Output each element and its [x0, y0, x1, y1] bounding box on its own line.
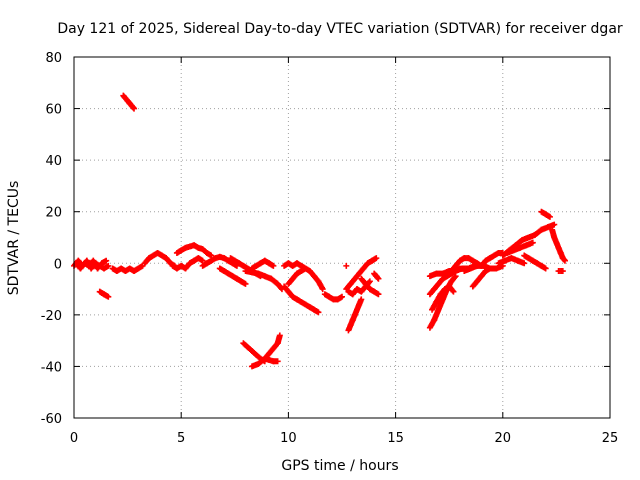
series-high-arc [120, 92, 138, 112]
series-rise-13h-a [345, 296, 365, 334]
series-rise-19h [478, 249, 506, 269]
data-point [542, 265, 549, 272]
data-point [358, 296, 365, 303]
series-fall-14h [358, 275, 382, 298]
data-point [366, 278, 373, 285]
series-band-early-b [73, 257, 110, 272]
data-point [319, 286, 326, 293]
series-short-22h [538, 208, 553, 220]
data-point [559, 268, 566, 275]
data-point [452, 273, 459, 280]
series-rise-20-22h [499, 221, 558, 259]
series-fall-22-23h [549, 226, 568, 264]
data-point [105, 293, 112, 300]
x-tick-label: 10 [280, 431, 297, 446]
data-point [208, 252, 215, 259]
data-point [343, 262, 350, 269]
data-points [71, 92, 568, 370]
grid-lines [74, 57, 610, 418]
series-fall-19h [469, 265, 493, 290]
data-point [486, 265, 493, 272]
data-point [131, 105, 138, 112]
data-point [450, 288, 457, 295]
series-rise-8h [248, 257, 277, 272]
y-tick-label: 40 [45, 154, 62, 169]
data-point [242, 280, 249, 287]
data-point [103, 257, 110, 264]
y-tick-label: -60 [41, 412, 62, 427]
series-band-8h [242, 268, 285, 293]
series-low-arc-early [96, 288, 112, 300]
series-band-11h [321, 291, 345, 303]
y-axis-label: SDTVAR / TECUs [6, 181, 22, 296]
chart-title: Day 121 of 2025, Sidereal Day-to-day VTE… [57, 21, 623, 37]
x-tick-label: 5 [177, 431, 185, 446]
data-point [276, 332, 283, 339]
y-tick-label: 80 [45, 51, 62, 66]
data-point [551, 221, 558, 228]
series-v-bottom [261, 355, 281, 365]
series-mark-22-7 [555, 268, 566, 275]
data-point [270, 262, 277, 269]
data-point [561, 257, 568, 264]
data-point [521, 260, 528, 267]
x-tick-label: 0 [70, 431, 78, 446]
data-point [451, 274, 458, 281]
data-point [315, 309, 322, 316]
series-rise-17h-a [426, 273, 459, 331]
series-mark-12-7 [343, 262, 350, 269]
data-point [105, 262, 112, 269]
series-rise-5h [173, 242, 215, 259]
axis-ticks: 0 5 10 15 20 25 -60 -40 -20 0 20 40 60 80 [41, 51, 619, 446]
series-rise-17h-c [429, 283, 457, 313]
series-short-14h [371, 270, 382, 282]
x-tick-label: 25 [602, 431, 619, 446]
x-tick-label: 20 [495, 431, 512, 446]
y-tick-label: -20 [41, 309, 62, 324]
series-fall-7h [216, 265, 249, 287]
y-tick-label: 0 [54, 257, 62, 272]
data-point [339, 293, 345, 300]
data-point [529, 239, 536, 246]
series-rise-20-21h [504, 239, 536, 256]
series-fall-10h [281, 283, 322, 316]
series-fall-21-22h [521, 252, 549, 272]
data-point [375, 275, 382, 282]
y-tick-label: 20 [45, 206, 62, 221]
data-point [199, 257, 206, 264]
data-point [274, 358, 281, 365]
series-rise-10h [285, 265, 326, 293]
data-point [449, 287, 456, 294]
series-v-right [248, 332, 283, 370]
series-band-4h [169, 255, 206, 272]
series-band-early-c [109, 262, 146, 275]
data-point [375, 291, 382, 298]
y-tick-label: -40 [41, 360, 62, 375]
x-axis-label: GPS time / hours [281, 458, 398, 474]
plot-frame [73, 56, 611, 419]
x-tick-label: 15 [387, 431, 404, 446]
data-point [546, 213, 553, 220]
data-point [373, 255, 380, 262]
y-tick-label: 60 [45, 103, 62, 118]
series-rise-17h-b [426, 265, 463, 298]
series-band-6h [199, 253, 240, 269]
series-rise-13h-b [343, 255, 380, 293]
series-band-20h [495, 255, 528, 267]
